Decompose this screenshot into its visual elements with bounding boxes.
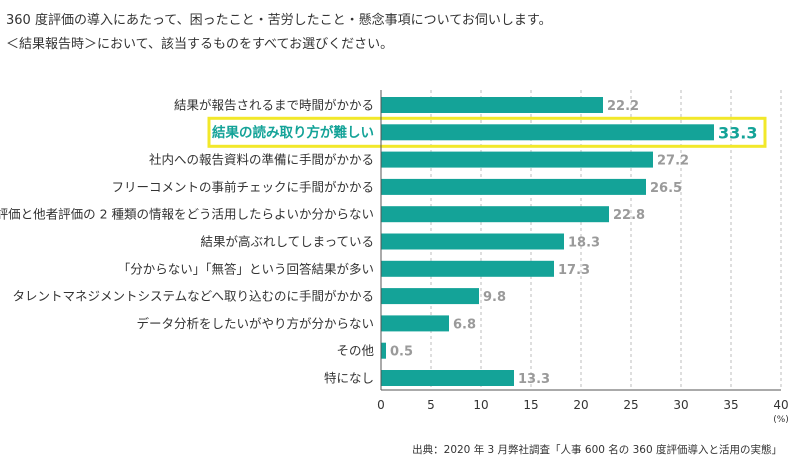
x-axis-unit: (%) <box>773 415 789 425</box>
value-label: 6.8 <box>453 317 476 332</box>
highlight-box <box>207 116 767 148</box>
category-label: 結果の読み取り方が難しい <box>212 124 374 141</box>
bar <box>381 260 554 277</box>
source-note: 出典：2020 年 3 月弊社調査「人事 600 名の 360 度評価導入と活用… <box>412 444 782 456</box>
x-tick-label: 25 <box>623 398 638 412</box>
category-label: データ分析をしたいがやり方が分からない <box>136 316 374 331</box>
value-label: 9.8 <box>483 290 506 305</box>
value-label: 26.5 <box>650 181 682 196</box>
bar-chart: 結果が報告されるまで時間がかかる 22.2 結果の読み取り方が難しい 33.3 社内への… <box>0 90 789 425</box>
category-label: 結果が高ぶれしてしまっている <box>200 234 374 249</box>
value-label: 17.3 <box>558 263 590 278</box>
value-label: 0.5 <box>390 345 413 360</box>
bar <box>381 315 449 332</box>
category-label: タレントマネジメントシステムなどへ取り込むのに手間がかかる <box>12 289 374 304</box>
x-tick-label: 15 <box>523 398 538 412</box>
bar <box>381 288 479 305</box>
bar <box>381 342 386 359</box>
category-label: フリーコメントの事前チェックに手間がかかる <box>111 179 374 194</box>
bar <box>381 178 646 195</box>
bar <box>381 206 609 223</box>
value-label: 33.3 <box>718 123 757 142</box>
value-label: 22.8 <box>613 208 645 223</box>
category-label: 特になし <box>324 371 374 386</box>
category-label: 「分からない」「無答」という回答結果が多い <box>118 261 374 276</box>
value-label: 27.2 <box>657 154 689 169</box>
value-label: 13.3 <box>518 372 550 387</box>
category-label: 自己評価と他者評価の 2 種類の情報をどう活用したらよいか分からない <box>0 207 374 222</box>
x-tick-label: 30 <box>673 398 688 412</box>
x-tick-label: 40 <box>773 398 788 412</box>
x-tick-label: 20 <box>573 398 588 412</box>
category-label: その他 <box>336 343 374 358</box>
value-label: 22.2 <box>607 99 639 114</box>
bar <box>381 370 514 386</box>
bar <box>381 124 714 141</box>
question-line-2: ＜結果報告時＞において、該当するものをすべてお選びください。 <box>6 37 394 52</box>
category-label: 結果が報告されるまで時間がかかる <box>174 98 374 113</box>
question-line-1: 360 度評価の導入にあたって、困ったこと・苦労したこと・懸念事項についてお伺い… <box>6 13 552 28</box>
x-tick-label: 10 <box>473 398 488 412</box>
x-tick-label: 0 <box>377 398 385 412</box>
value-label: 18.3 <box>568 236 600 251</box>
bar <box>381 97 603 113</box>
x-tick-label: 35 <box>723 398 738 412</box>
bar <box>381 233 564 250</box>
category-label: 社内への報告資料の準備に手間がかかる <box>149 152 374 167</box>
bar <box>381 151 653 168</box>
x-tick-label: 5 <box>427 398 435 412</box>
